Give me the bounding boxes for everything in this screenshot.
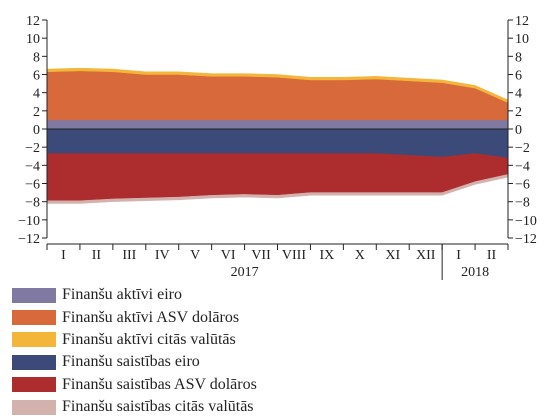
legend-label: Finanšu saistības eiro — [62, 353, 200, 371]
legend-swatch — [12, 332, 56, 348]
axis-layer: −12 −12 −10 −10 −8 −8 −6 −6 −4 −4 −2 −2 0 0 2 2 4 4 6 6 8 8 10… — [18, 14, 537, 280]
y-tick-label-left: 6 — [33, 69, 40, 84]
y-tick-label-right: −2 — [515, 141, 530, 156]
legend-label: Finanšu aktīvi ASV dolāros — [62, 308, 240, 326]
y-tick-label-left: 2 — [33, 105, 40, 120]
y-tick-label-left: 10 — [26, 32, 40, 47]
y-tick-label-left: −6 — [25, 178, 40, 193]
legend-label: Finanšu saistības citās valūtās — [62, 398, 254, 416]
legend-label: Finanšu aktīvi citās valūtās — [62, 330, 236, 348]
year-label: 2018 — [461, 265, 489, 280]
x-tick-label: V — [190, 248, 200, 263]
legend-swatch — [12, 287, 56, 303]
y-tick-label-right: 6 — [515, 69, 522, 84]
x-tick-label: VII — [251, 248, 271, 263]
y-tick-label-right: −12 — [515, 232, 537, 247]
y-tick-label-left: 0 — [33, 123, 40, 138]
x-tick-label: IV — [155, 248, 170, 263]
y-tick-label-left: 4 — [33, 87, 40, 102]
y-tick-label-right: 12 — [515, 14, 529, 29]
y-tick-label-right: 2 — [515, 105, 522, 120]
y-tick-label-right: 0 — [515, 123, 522, 138]
legend-item: Finanšu saistības citās valūtās — [12, 396, 257, 418]
x-tick-label: II — [92, 248, 102, 263]
legend-label: Finanšu saistības ASV dolāros — [62, 375, 257, 393]
x-tick-label: XII — [416, 248, 436, 263]
stacked-area-chart: −12 −12 −10 −10 −8 −8 −6 −6 −4 −4 −2 −2 0 0 2 2 4 4 6 6 8 8 10… — [18, 14, 537, 280]
legend-item: Finanšu aktīvi eiro — [12, 284, 257, 306]
y-tick-label-right: 10 — [515, 32, 529, 47]
area-series-1 — [46, 119, 509, 130]
y-tick-label-left: −10 — [18, 214, 40, 229]
x-tick-label: VIII — [282, 248, 306, 263]
x-tick-label: I — [61, 248, 66, 263]
area-layer — [46, 67, 509, 204]
y-tick-label-right: 8 — [515, 50, 522, 65]
y-tick-label-right: −6 — [515, 178, 530, 193]
x-tick-label: IX — [320, 248, 335, 263]
x-tick-label: II — [487, 248, 497, 263]
y-tick-label-right: 4 — [515, 87, 522, 102]
x-tick-label: X — [355, 248, 365, 263]
area-series-2 — [46, 70, 509, 121]
x-tick-label: VI — [221, 248, 236, 263]
y-tick-label-left: −2 — [25, 141, 40, 156]
x-tick-label: XI — [385, 248, 400, 263]
y-tick-label-left: −8 — [25, 196, 40, 211]
legend: Finanšu aktīvi eiro Finanšu aktīvi ASV d… — [12, 284, 257, 418]
y-tick-label-left: 8 — [33, 50, 40, 65]
y-tick-label-left: −12 — [18, 232, 40, 247]
legend-swatch — [12, 399, 56, 415]
y-tick-label-right: −4 — [515, 159, 530, 174]
y-tick-label-left: 12 — [26, 14, 40, 29]
y-tick-label-right: −8 — [515, 196, 530, 211]
y-tick-label-left: −4 — [25, 159, 40, 174]
legend-item: Finanšu aktīvi ASV dolāros — [12, 306, 257, 328]
legend-item: Finanšu saistības eiro — [12, 351, 257, 373]
legend-label: Finanšu aktīvi eiro — [62, 286, 182, 304]
legend-swatch — [12, 377, 56, 393]
legend-swatch — [12, 354, 56, 370]
x-tick-label: III — [122, 248, 136, 263]
legend-swatch — [12, 310, 56, 326]
legend-item: Finanšu aktīvi citās valūtās — [12, 329, 257, 351]
y-tick-label-right: −10 — [515, 214, 537, 229]
year-label: 2017 — [231, 265, 259, 280]
legend-item: Finanšu saistības ASV dolāros — [12, 374, 257, 396]
x-tick-label: I — [456, 248, 461, 263]
